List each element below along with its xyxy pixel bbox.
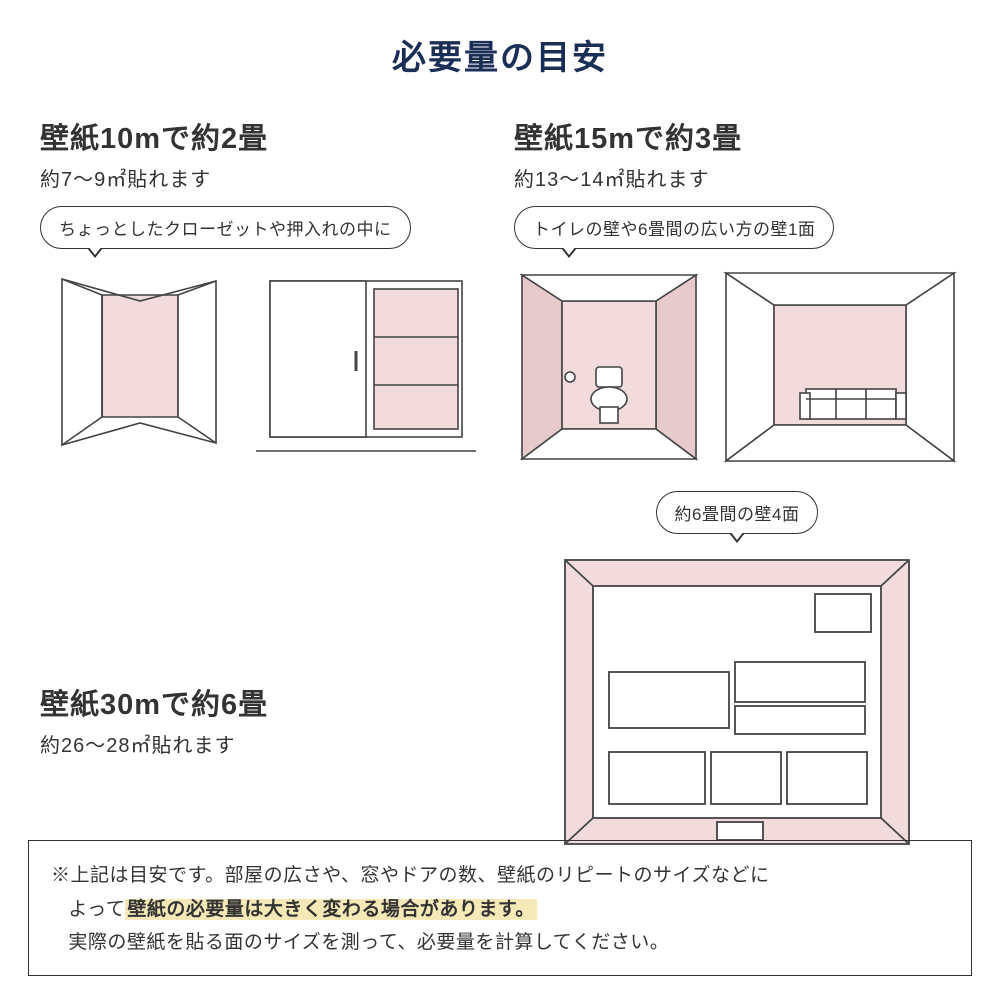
- closet-sliding-icon: [256, 267, 476, 457]
- section-sub: 約7～9㎡貼れます: [40, 163, 484, 192]
- note-line-2: よって壁紙の必要量は大きく変わる場合があります。: [51, 893, 949, 926]
- section-sub: 約26～28㎡貼れます: [40, 729, 484, 758]
- section-10m: 壁紙10mで約2畳 約7～9㎡貼れます ちょっとしたクローゼットや押入れの中に: [40, 115, 484, 467]
- closet-open-icon: [40, 267, 240, 457]
- toilet-room-icon: [514, 267, 704, 467]
- sections-grid: 壁紙10mで約2畳 約7～9㎡貼れます ちょっとしたクローゼットや押入れの中に: [40, 115, 960, 852]
- note-box: ※上記は目安です。部屋の広さや、窓やドアの数、壁紙のリピートのサイズなどに よっ…: [28, 840, 972, 976]
- note-line-3-text: 実際の壁紙を貼る面のサイズを測って、必要量を計算してください。: [68, 932, 669, 953]
- note-line-3: 実際の壁紙を貼る面のサイズを測って、必要量を計算してください。: [51, 926, 949, 959]
- speech-bubble: ちょっとしたクローゼットや押入れの中に: [40, 206, 411, 249]
- note-line-2-prefix: よって: [68, 899, 125, 920]
- section-6jo-plan: 約6畳間の壁4面: [514, 491, 960, 852]
- section-30m: 壁紙30mで約6畳 約26～28㎡貼れます: [40, 491, 484, 852]
- speech-bubble: 約6畳間の壁4面: [656, 491, 819, 534]
- speech-bubble: トイレの壁や6畳間の広い方の壁1面: [514, 206, 834, 249]
- section-title: 壁紙15mで約3畳: [514, 115, 960, 157]
- note-line-1: ※上記は目安です。部屋の広さや、窓やドアの数、壁紙のリピートのサイズなどに: [51, 859, 949, 892]
- note-highlight: 壁紙の必要量は大きく変わる場合があります。: [125, 899, 537, 920]
- section-title: 壁紙30mで約6畳: [40, 681, 484, 723]
- floor-plan-icon: [557, 552, 917, 852]
- illustration-row: [514, 267, 960, 467]
- illustration-row: [40, 267, 484, 457]
- living-wall-icon: [720, 267, 960, 467]
- section-15m: 壁紙15mで約3畳 約13～14㎡貼れます トイレの壁や6畳間の広い方の壁1面: [514, 115, 960, 467]
- section-sub: 約13～14㎡貼れます: [514, 163, 960, 192]
- page-title: 必要量の目安: [40, 30, 960, 79]
- section-title: 壁紙10mで約2畳: [40, 115, 484, 157]
